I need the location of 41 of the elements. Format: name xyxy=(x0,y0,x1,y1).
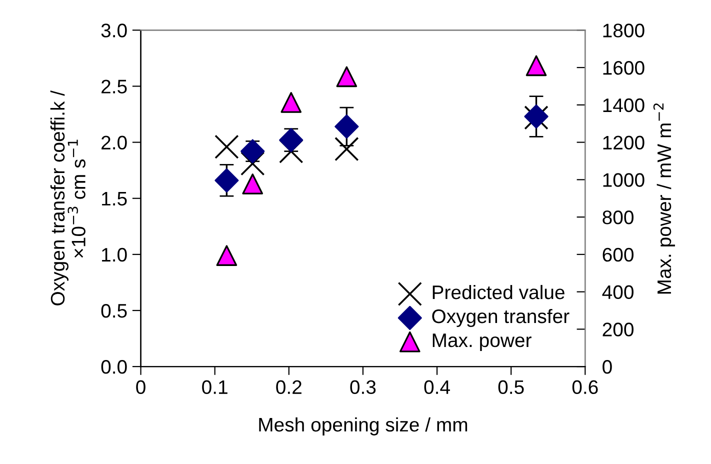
y2-tick-label: 600 xyxy=(602,248,634,262)
y2-tick-label: 1000 xyxy=(603,173,644,187)
y2-tick-label: 0 xyxy=(602,360,612,374)
legend-label: Max. power xyxy=(432,334,532,352)
y2-tick-label: 800 xyxy=(602,210,634,224)
point xyxy=(242,174,264,194)
legend-label: Predicted value xyxy=(432,284,564,300)
y-tick-label: 1.5 xyxy=(102,192,127,206)
y-tick-label: 2.0 xyxy=(102,136,127,150)
x-tick-label: 0.4 xyxy=(424,380,450,394)
point xyxy=(334,114,359,139)
y-tick-label: 2.5 xyxy=(102,80,127,94)
x-tick-label: 0.1 xyxy=(202,380,228,394)
y2-tick-label: 1200 xyxy=(603,136,644,150)
y2-tick-label: 1400 xyxy=(603,98,644,112)
y2-axis-title: Max. power / mW m$^{−2}$ xyxy=(653,103,675,294)
y-axis-title: Oxygen transfer coeffi.k / ×10$^{−3}$ cm s$^{−1}$ xyxy=(50,90,86,306)
x-tick-label: 0.6 xyxy=(572,380,598,394)
x-tick-label: 0 xyxy=(136,380,146,394)
point xyxy=(214,168,239,192)
y2-tick-label: 1600 xyxy=(603,61,644,75)
y-tick-label: 0.0 xyxy=(101,360,127,374)
y-tick-label: 1.0 xyxy=(102,248,127,262)
x-tick-label: 0.2 xyxy=(276,380,302,394)
point xyxy=(334,136,359,162)
x-tick-label: 0.3 xyxy=(350,380,376,394)
point xyxy=(214,134,239,159)
y2-tick-label: 400 xyxy=(602,285,634,300)
point xyxy=(240,139,265,164)
point xyxy=(526,55,547,76)
y2-tick-label: 200 xyxy=(602,322,634,336)
point xyxy=(279,128,304,152)
y-tick-label: 3.0 xyxy=(101,24,127,38)
point xyxy=(216,245,238,266)
point xyxy=(280,92,302,113)
legend-label: Oxygen transfer xyxy=(432,308,570,328)
y2-tick-label: 1800 xyxy=(603,24,644,38)
y-tick-label: 0.5 xyxy=(101,304,127,318)
x-tick-label: 0.5 xyxy=(498,380,524,394)
point xyxy=(336,66,358,88)
x-axis-title: Mesh opening size / mm xyxy=(259,417,468,436)
